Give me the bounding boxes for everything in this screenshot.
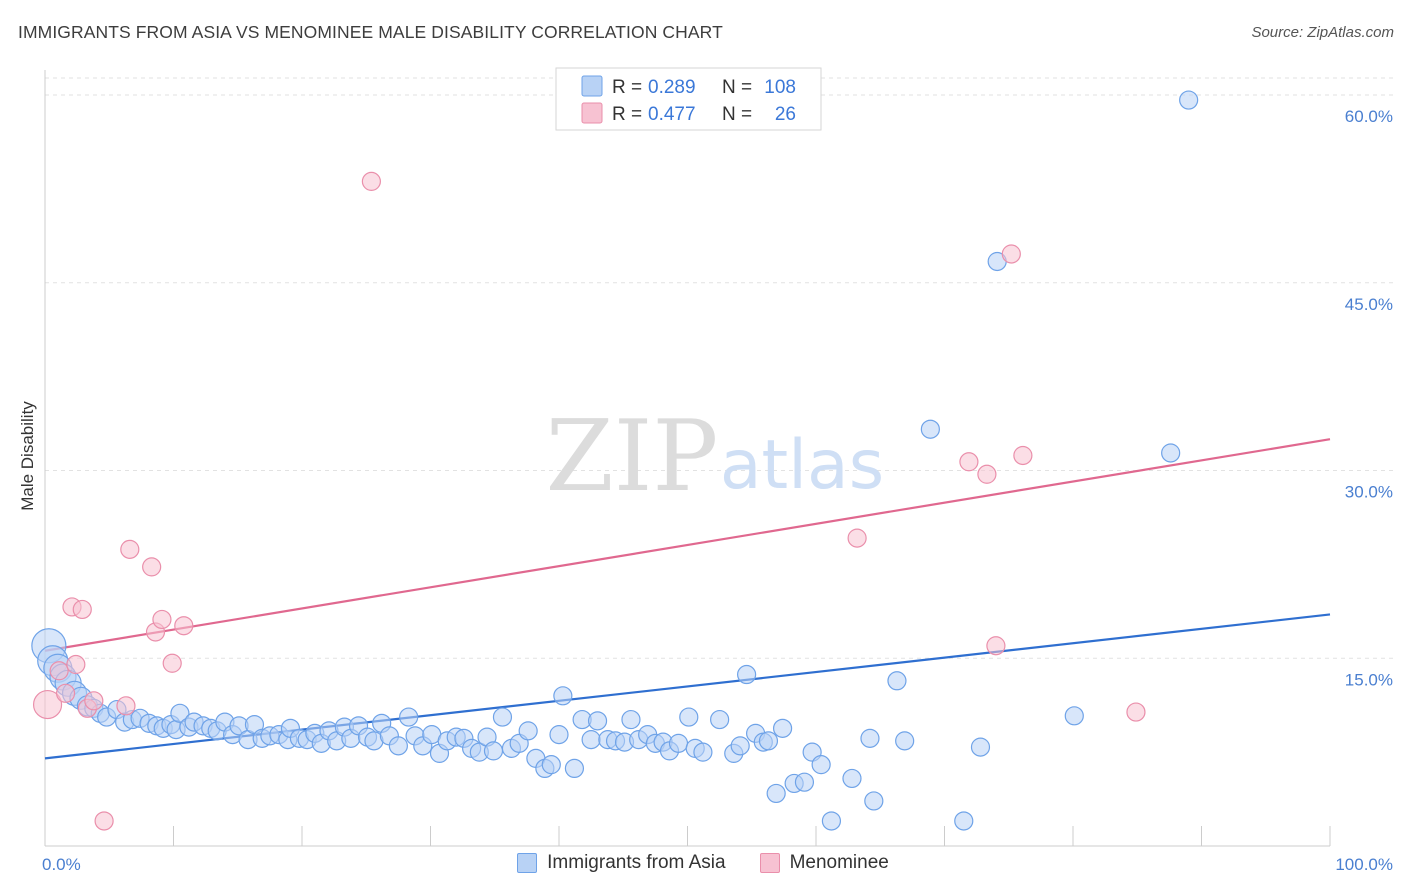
data-point <box>541 755 561 775</box>
legend-r-value-asia: 0.289 <box>648 77 696 98</box>
data-point <box>864 791 884 811</box>
data-point <box>842 768 862 789</box>
data-point <box>1179 90 1199 110</box>
legend-r-value-menominee: 0.477 <box>648 104 696 125</box>
legend-item-asia: Immigrants from Asia <box>517 852 726 874</box>
data-point <box>120 539 140 559</box>
data-point <box>772 718 793 738</box>
series-legend: Immigrants from Asia Menominee <box>0 852 1406 874</box>
data-point <box>693 742 713 762</box>
y-tick-label: 15.0% <box>1345 670 1393 689</box>
data-point <box>970 737 991 757</box>
data-point <box>1064 706 1084 726</box>
x-tick-label: 0.0% <box>42 855 81 874</box>
data-point <box>94 811 114 831</box>
legend-n-value-asia: 108 <box>764 77 796 98</box>
data-point <box>581 730 601 750</box>
data-point <box>152 609 172 630</box>
data-point <box>730 736 750 756</box>
data-point <box>668 733 689 753</box>
y-tick-label: 45.0% <box>1345 295 1393 314</box>
watermark-atlas: atlas <box>720 426 884 505</box>
data-point <box>766 783 786 804</box>
data-point <box>679 707 699 727</box>
data-point <box>170 703 190 723</box>
series-asia-points <box>31 90 1199 831</box>
legend-item-menominee: Menominee <box>759 852 889 874</box>
data-point <box>977 464 997 484</box>
legend-r-label-asia: R = <box>612 77 642 98</box>
axes <box>44 70 1331 847</box>
data-point <box>1126 702 1146 722</box>
data-point <box>142 557 162 577</box>
data-point <box>811 755 831 775</box>
legend-n-label-menominee: N = <box>722 104 752 125</box>
y-tick-label: 30.0% <box>1345 483 1393 502</box>
data-point <box>986 636 1006 656</box>
data-point <box>920 419 940 439</box>
data-point <box>388 736 408 756</box>
legend-label-menominee: Menominee <box>789 852 889 873</box>
series-menominee-points <box>32 171 1146 831</box>
data-point <box>361 171 381 191</box>
data-point <box>959 452 979 472</box>
data-point <box>1013 445 1033 466</box>
data-point <box>549 725 569 745</box>
legend-swatch-menominee <box>581 102 603 124</box>
y-tick-label: 60.0% <box>1345 107 1393 126</box>
data-point <box>32 689 63 720</box>
data-point <box>66 654 86 675</box>
legend-n-value-menominee: 26 <box>775 104 796 125</box>
stats-legend: R = 0.289 N = 108 R = 0.477 N = 26 <box>555 67 822 131</box>
data-point <box>860 728 880 748</box>
data-point <box>737 664 757 685</box>
legend-swatch-asia <box>581 75 603 97</box>
watermark-zip: ZIP <box>546 400 719 514</box>
data-point <box>49 661 69 681</box>
data-point <box>794 772 815 792</box>
data-point <box>847 528 867 548</box>
data-point <box>887 671 907 691</box>
trend-line-menominee <box>44 438 1331 652</box>
x-tick-label: 100.0% <box>1335 855 1393 874</box>
watermark: ZIP atlas <box>546 400 885 514</box>
data-point <box>174 616 194 636</box>
legend-swatch-menominee <box>759 853 780 873</box>
data-point <box>954 811 974 831</box>
data-point <box>399 707 419 727</box>
data-point <box>162 653 182 673</box>
data-point <box>895 731 915 751</box>
data-point <box>72 599 92 620</box>
data-point <box>710 709 730 730</box>
legend-n-label-asia: N = <box>722 77 752 98</box>
data-point <box>518 721 538 741</box>
legend-label-asia: Immigrants from Asia <box>547 852 726 873</box>
data-point <box>1001 244 1021 264</box>
data-point <box>821 811 842 831</box>
data-point <box>1161 443 1181 463</box>
data-point <box>621 709 641 730</box>
data-points <box>31 90 1199 831</box>
data-point <box>55 683 76 703</box>
data-point <box>483 741 504 761</box>
chart-title: IMMIGRANTS FROM ASIA VS MENOMINEE MALE D… <box>18 22 723 42</box>
data-point <box>116 696 136 716</box>
legend-swatch-asia <box>517 853 538 873</box>
tick-labels: 15.0% 30.0% 45.0% 60.0% 0.0% 100.0% <box>42 107 1393 874</box>
source-label: Source: ZipAtlas.com <box>1251 24 1394 41</box>
data-point <box>553 686 573 706</box>
data-point <box>564 758 585 779</box>
data-point <box>587 711 608 731</box>
legend-r-label-menominee: R = <box>612 104 642 125</box>
data-point <box>758 731 779 751</box>
data-point <box>84 691 104 711</box>
data-point <box>492 707 513 727</box>
grid-lines <box>45 77 1395 659</box>
